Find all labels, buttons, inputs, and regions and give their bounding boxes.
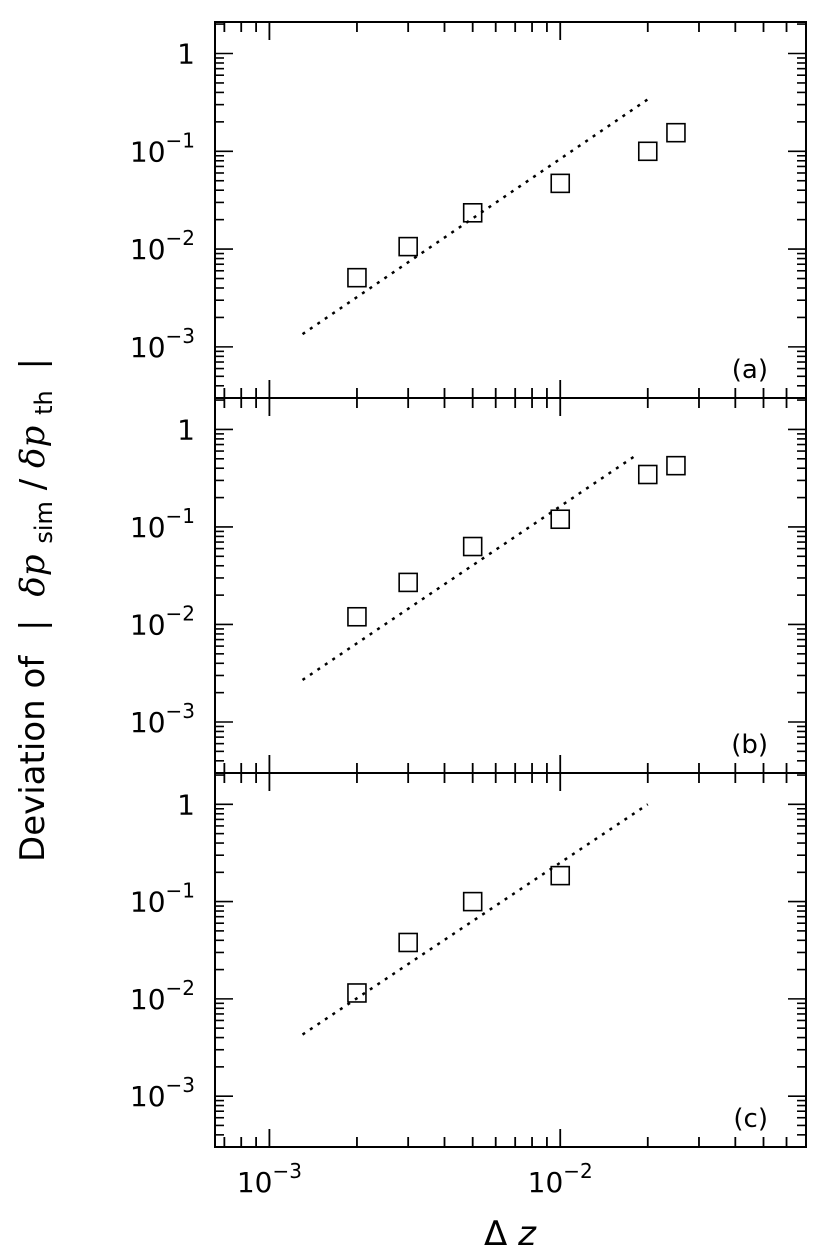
x-tick-label-exp: −3: [272, 1159, 301, 1183]
y-tick-label: 10−2: [130, 976, 195, 1016]
y-tick-label: 10−1: [130, 879, 195, 919]
x-tick-label: 10−2: [528, 1159, 593, 1199]
fit-line: [301, 803, 649, 1036]
x-tick-label-base: 10: [528, 1166, 564, 1199]
y-tick-label-base: 10: [130, 1080, 166, 1113]
panel-label: (c): [733, 1104, 768, 1134]
panel-2: 110−110−210−3(b): [130, 397, 807, 774]
y-axis-label-sub-sim: sim: [30, 501, 58, 544]
panel-frame: [214, 21, 807, 399]
data-point: [550, 865, 571, 886]
y-tick-label: 10−3: [130, 1073, 195, 1113]
data-point: [550, 509, 571, 530]
data-point: [637, 141, 658, 162]
y-tick-label: 1: [177, 788, 195, 821]
data-point: [398, 572, 418, 593]
y-tick-label-base: 10: [130, 983, 166, 1016]
y-axis-label-bar-right: |: [13, 358, 53, 369]
data-point: [398, 932, 418, 953]
data-point: [347, 983, 367, 1003]
data-point: [347, 606, 367, 627]
y-tick-label-base: 10: [130, 135, 166, 168]
y-axis-label-sym-th: δp: [13, 426, 53, 468]
y-axis-label-slash: /: [13, 478, 53, 490]
y-tick-label-base: 1: [177, 38, 195, 71]
y-tick-label-exp: −3: [166, 699, 195, 723]
y-tick-label-base: 10: [130, 706, 166, 739]
data-point: [398, 236, 418, 257]
panel-3: 110−110−210−3(c): [130, 772, 807, 1148]
y-tick-label-exp: −1: [166, 879, 195, 903]
panel-frame: [214, 397, 807, 774]
y-tick-label-exp: −1: [166, 504, 195, 528]
y-axis-label-bar-left: |: [13, 619, 53, 630]
y-tick-label: 10−2: [130, 226, 195, 266]
y-tick-label-base: 10: [130, 233, 166, 266]
data-point: [462, 891, 483, 912]
panel-frame: [214, 772, 807, 1148]
fit-line: [301, 98, 649, 336]
x-axis-label-var: z: [517, 1214, 537, 1254]
y-tick-label-exp: −2: [166, 601, 195, 625]
y-tick-label-base: 1: [177, 413, 195, 446]
y-tick-label-base: 1: [177, 788, 195, 821]
panel-label: (a): [732, 355, 768, 385]
data-point: [666, 455, 686, 476]
y-tick-label-base: 10: [130, 886, 166, 919]
y-tick-label-exp: −1: [166, 128, 195, 152]
y-tick-label: 10−1: [130, 504, 195, 544]
fit-line: [301, 455, 636, 681]
x-tick-label-exp: −2: [563, 1159, 592, 1183]
panel-1: 110−110−210−3(a): [130, 21, 807, 399]
panels: 110−110−210−3(a)110−110−210−3(b)110−110−…: [130, 21, 807, 1199]
y-tick-label-exp: −2: [166, 226, 195, 250]
y-tick-label: 10−3: [130, 324, 195, 364]
y-tick-label-exp: −3: [166, 1073, 195, 1097]
data-point: [462, 536, 483, 557]
y-tick-label: 10−2: [130, 601, 195, 641]
x-tick-label: 10−3: [237, 1159, 302, 1199]
y-tick-label: 10−1: [130, 128, 195, 168]
y-axis-label-sub-th: th: [30, 390, 58, 415]
x-tick-label-base: 10: [237, 1166, 273, 1199]
y-tick-label-exp: −3: [166, 324, 195, 348]
data-point: [550, 173, 571, 194]
data-point: [462, 202, 483, 223]
y-tick-label-exp: −2: [166, 976, 195, 1000]
y-tick-label: 10−3: [130, 699, 195, 739]
x-axis-label-delta: Δ: [484, 1214, 507, 1254]
y-axis-label: Deviation of | δp sim / δp th |: [13, 358, 61, 862]
x-axis-label: Δ z: [484, 1214, 537, 1254]
y-tick-label-base: 10: [130, 511, 166, 544]
y-axis-label-prefix: Deviation of: [13, 655, 53, 862]
y-tick-label-base: 10: [130, 331, 166, 364]
data-point: [637, 464, 658, 485]
y-axis-label-sym-sim: δp: [13, 554, 53, 596]
y-tick-label-base: 10: [130, 608, 166, 641]
panel-label: (b): [731, 730, 768, 760]
data-point: [666, 122, 686, 143]
y-tick-label: 1: [177, 38, 195, 71]
data-point: [347, 267, 367, 288]
y-tick-label: 1: [177, 413, 195, 446]
